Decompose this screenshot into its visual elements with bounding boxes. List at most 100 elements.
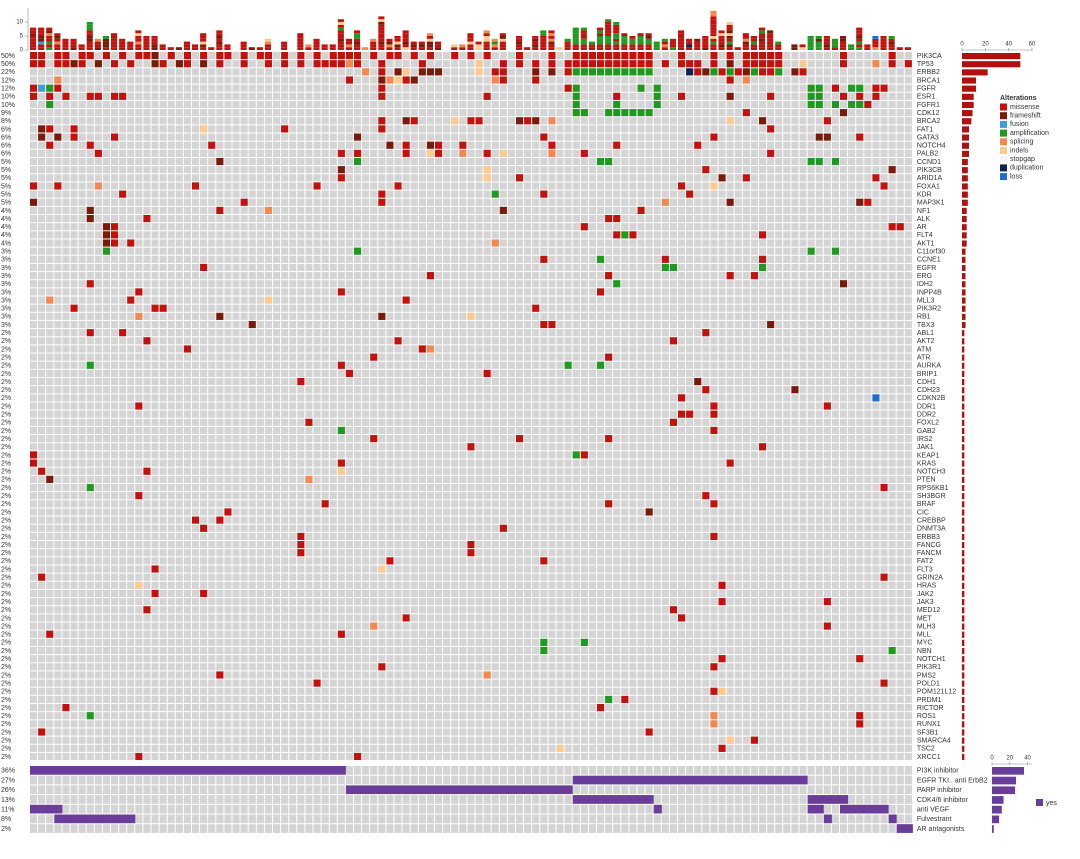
cell — [256, 280, 264, 288]
cell — [378, 100, 386, 109]
cell — [281, 296, 289, 304]
cell — [38, 198, 46, 206]
cell — [459, 157, 467, 166]
cell — [54, 272, 62, 280]
alteration — [856, 198, 864, 206]
cell — [370, 182, 378, 190]
count-segment — [208, 47, 215, 50]
cell — [726, 329, 734, 337]
cell — [613, 353, 621, 361]
cell — [305, 304, 313, 312]
cell — [629, 296, 637, 304]
alteration — [281, 125, 289, 133]
cell — [904, 125, 912, 133]
cell — [151, 329, 159, 337]
cell — [564, 329, 572, 337]
alteration — [864, 198, 872, 206]
count-segment — [435, 44, 442, 48]
cell — [483, 263, 491, 272]
cell — [767, 117, 775, 125]
cell — [224, 288, 232, 296]
cell — [840, 272, 848, 280]
cell — [467, 215, 475, 223]
cell — [483, 255, 491, 263]
cell — [337, 68, 345, 76]
cell — [880, 109, 888, 117]
cell — [572, 247, 580, 255]
alteration — [402, 296, 410, 304]
cell — [815, 215, 823, 223]
count-segment — [516, 41, 523, 45]
cell — [86, 345, 94, 353]
cell — [248, 206, 256, 214]
alteration — [605, 52, 613, 60]
cell — [62, 84, 70, 92]
cell — [475, 125, 483, 133]
cell — [856, 272, 864, 280]
cell — [111, 345, 119, 353]
cell — [224, 337, 232, 345]
cell — [297, 239, 305, 247]
frequency-bar — [962, 77, 976, 84]
cell — [159, 133, 167, 141]
cell — [540, 117, 548, 125]
cell — [273, 263, 281, 272]
alteration — [94, 60, 102, 68]
cell — [718, 231, 726, 239]
cell — [896, 60, 904, 68]
cell — [159, 223, 167, 231]
cell — [678, 141, 686, 149]
cell — [467, 231, 475, 239]
cell — [321, 272, 329, 280]
cell — [904, 312, 912, 320]
alteration — [451, 52, 459, 60]
cell — [564, 263, 572, 272]
count-segment — [815, 36, 822, 39]
cell — [443, 133, 451, 141]
count-segment — [856, 47, 863, 50]
cell — [807, 223, 815, 231]
cell — [410, 92, 418, 100]
cell — [467, 320, 475, 329]
cell — [807, 288, 815, 296]
cell — [904, 239, 912, 247]
frequency-bar — [962, 289, 966, 296]
alteration — [710, 182, 718, 190]
frequency-label: 5% — [1, 167, 11, 174]
cell — [102, 353, 110, 361]
cell — [451, 280, 459, 288]
cell — [264, 320, 272, 329]
cell — [54, 223, 62, 231]
cell — [256, 215, 264, 223]
cell — [645, 231, 653, 239]
alteration — [726, 272, 734, 280]
alteration — [678, 182, 686, 190]
cell — [175, 125, 183, 133]
count-segment — [840, 47, 847, 50]
cell — [815, 141, 823, 149]
cell — [224, 304, 232, 312]
cell — [418, 174, 426, 182]
cell — [426, 231, 434, 239]
cell — [678, 353, 686, 361]
cell — [872, 255, 880, 263]
cell — [111, 353, 119, 361]
cell — [321, 182, 329, 190]
alteration — [354, 52, 362, 60]
count-segment — [216, 36, 223, 39]
alteration — [872, 60, 880, 68]
cell — [483, 157, 491, 166]
cell — [799, 231, 807, 239]
cell — [337, 255, 345, 263]
cell — [880, 52, 888, 60]
alteration — [62, 52, 70, 60]
cell — [443, 345, 451, 353]
alteration — [46, 100, 54, 109]
cell — [410, 255, 418, 263]
cell — [783, 263, 791, 272]
cell — [62, 239, 70, 247]
cell — [192, 353, 200, 361]
cell — [532, 125, 540, 133]
cell — [394, 231, 402, 239]
cell — [807, 231, 815, 239]
